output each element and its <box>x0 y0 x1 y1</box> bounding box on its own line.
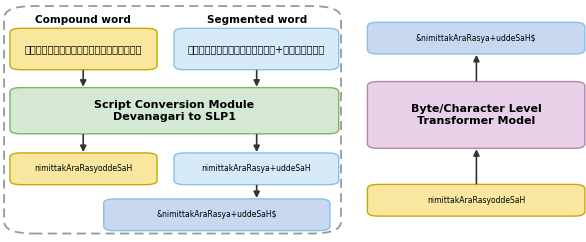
FancyBboxPatch shape <box>367 22 585 54</box>
Text: &nimittakAraRasya+uddeSaH$: &nimittakAraRasya+uddeSaH$ <box>416 34 536 43</box>
Text: nimittakAraRasyoddeSaH: nimittakAraRasyoddeSaH <box>35 164 132 173</box>
Text: &nimittakAraRasya+uddeSaH$: &nimittakAraRasya+uddeSaH$ <box>156 210 277 219</box>
Text: nimittakAraRasya+uddeSaH: nimittakAraRasya+uddeSaH <box>202 164 311 173</box>
FancyBboxPatch shape <box>174 28 339 70</box>
FancyBboxPatch shape <box>10 153 157 185</box>
FancyBboxPatch shape <box>174 153 339 185</box>
FancyBboxPatch shape <box>104 199 330 231</box>
Text: nimittakAraRasyoddeSaH: nimittakAraRasyoddeSaH <box>427 196 525 205</box>
Text: Byte/Character Level
Transformer Model: Byte/Character Level Transformer Model <box>411 104 541 126</box>
Text: Compound word: Compound word <box>35 15 131 24</box>
Text: Script Conversion Module
Devanagari to SLP1: Script Conversion Module Devanagari to S… <box>94 100 254 121</box>
FancyBboxPatch shape <box>10 88 339 134</box>
FancyBboxPatch shape <box>10 28 157 70</box>
FancyBboxPatch shape <box>367 184 585 216</box>
Text: निमित्तकारऋअस्योदेषः: निमित्तकारऋअस्योदेषः <box>25 44 142 54</box>
FancyBboxPatch shape <box>367 82 585 148</box>
Text: निमित्तकारऋअस्य+उद्देशः: निमित्तकारऋअस्य+उद्देशः <box>188 44 325 54</box>
Text: Segmented word: Segmented word <box>206 15 307 24</box>
